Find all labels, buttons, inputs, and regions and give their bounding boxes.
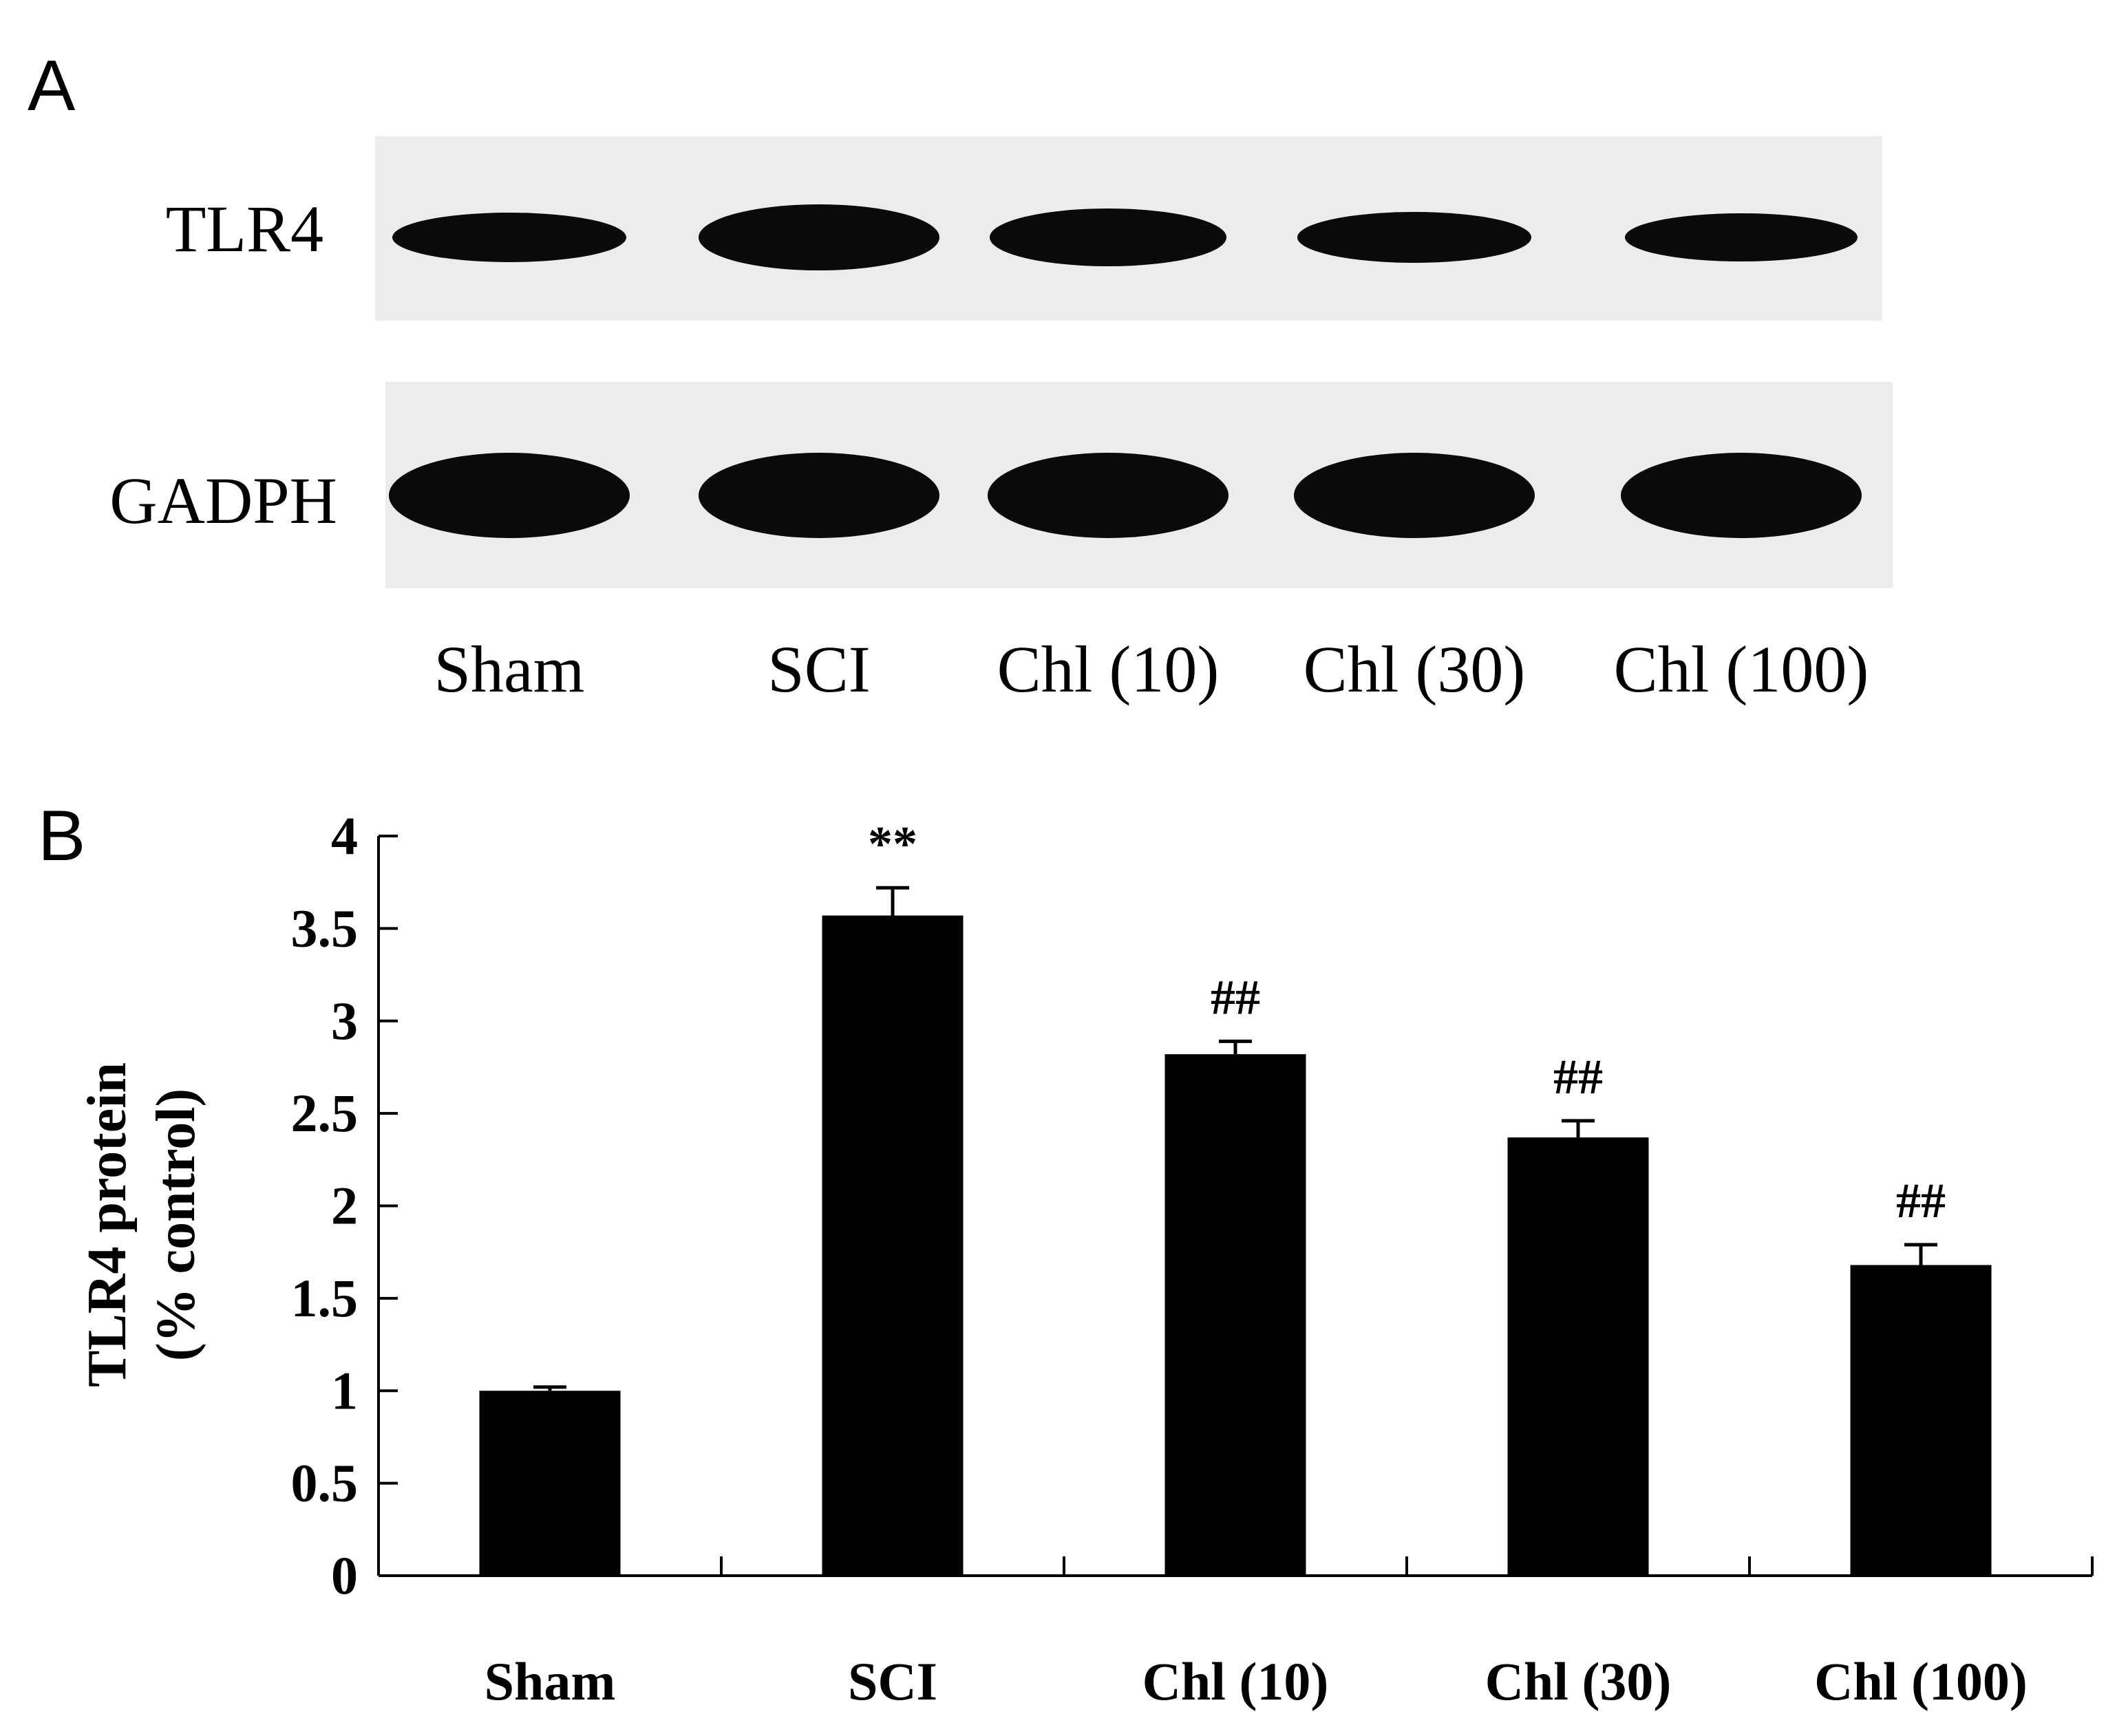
significance-marker-3: ## (1211, 969, 1260, 1025)
bar-1 (479, 1391, 621, 1576)
blot-bands (389, 204, 1862, 538)
lane-label-sci: SCI (767, 632, 870, 706)
x-tick-label-4: Chl (30) (1485, 1651, 1672, 1711)
lane-labels: Sham SCI Chl (10) Chl (30) Chl (100) (434, 632, 1869, 706)
y-ticks: 0 0.5 1 1.5 2 2.5 3 3.5 4 (291, 806, 398, 1605)
bar-3 (1164, 1054, 1306, 1576)
x-tick-label-3: Chl (10) (1142, 1651, 1329, 1711)
y-axis-title: TLR4 protein (% control) (77, 1062, 206, 1387)
blot-band-gadph-lane-5 (1621, 453, 1862, 538)
y-tick-label: 4 (331, 806, 358, 866)
lane-label-chl-10: Chl (10) (997, 632, 1220, 706)
significance-marker-4: ## (1553, 1049, 1603, 1104)
lane-label-sham: Sham (434, 632, 585, 706)
bar-5 (1850, 1265, 1992, 1576)
lane-label-chl-30: Chl (30) (1304, 632, 1526, 706)
blot-band-tlr4-lane-5 (1625, 213, 1858, 261)
blot-band-gadph-lane-1 (389, 453, 630, 538)
lane-label-chl-100: Chl (100) (1614, 632, 1869, 706)
y-tick-label: 3.5 (291, 898, 359, 958)
y-tick-label: 1.5 (291, 1268, 359, 1328)
bar-4 (1507, 1137, 1649, 1576)
x-tick-label-5: Chl (100) (1814, 1651, 2028, 1711)
panel-a-letter: A (28, 46, 76, 126)
x-tick-label-1: Sham (485, 1651, 616, 1711)
y-tick-label: 0.5 (291, 1453, 359, 1513)
blot-row-label-gadph: GADPH (109, 464, 337, 537)
blot-band-tlr4-lane-3 (990, 208, 1226, 266)
blot-row-label-tlr4: TLR4 (166, 192, 323, 266)
y-tick-label: 2.5 (291, 1083, 359, 1143)
blot-band-gadph-lane-3 (988, 453, 1228, 538)
x-tick-labels: Sham SCI Chl (10) Chl (30) Chl (100) (485, 1651, 2028, 1711)
blot-band-tlr4-lane-2 (699, 204, 939, 270)
y-axis-title-line-2: (% control) (146, 1089, 206, 1361)
blot-band-gadph-lane-4 (1294, 453, 1535, 538)
panel-b-bar-chart: B TLR4 protein (% control) 0 0.5 1 1.5 2 2.5 3… (38, 796, 2094, 1711)
significance-marker-2: ** (868, 816, 917, 871)
x-tick-label-2: SCI (848, 1651, 937, 1711)
blot-band-gadph-lane-2 (699, 453, 939, 538)
y-tick-label: 1 (331, 1360, 358, 1420)
y-axis-title-line-1: TLR4 protein (77, 1062, 138, 1387)
bar-2 (822, 915, 964, 1576)
y-tick-label: 0 (331, 1545, 358, 1605)
bars: ** ## ## ## (479, 816, 1992, 1576)
blot-band-tlr4-lane-1 (392, 213, 626, 262)
panel-b-letter: B (38, 796, 85, 876)
y-tick-label: 3 (331, 991, 358, 1051)
y-tick-label: 2 (331, 1176, 358, 1236)
blot-band-tlr4-lane-4 (1297, 212, 1531, 263)
panel-a-western-blot: A TLR4 GADPH Sham SCI Chl (10) Chl (30) … (28, 46, 1893, 706)
significance-marker-5: ## (1896, 1173, 1946, 1228)
